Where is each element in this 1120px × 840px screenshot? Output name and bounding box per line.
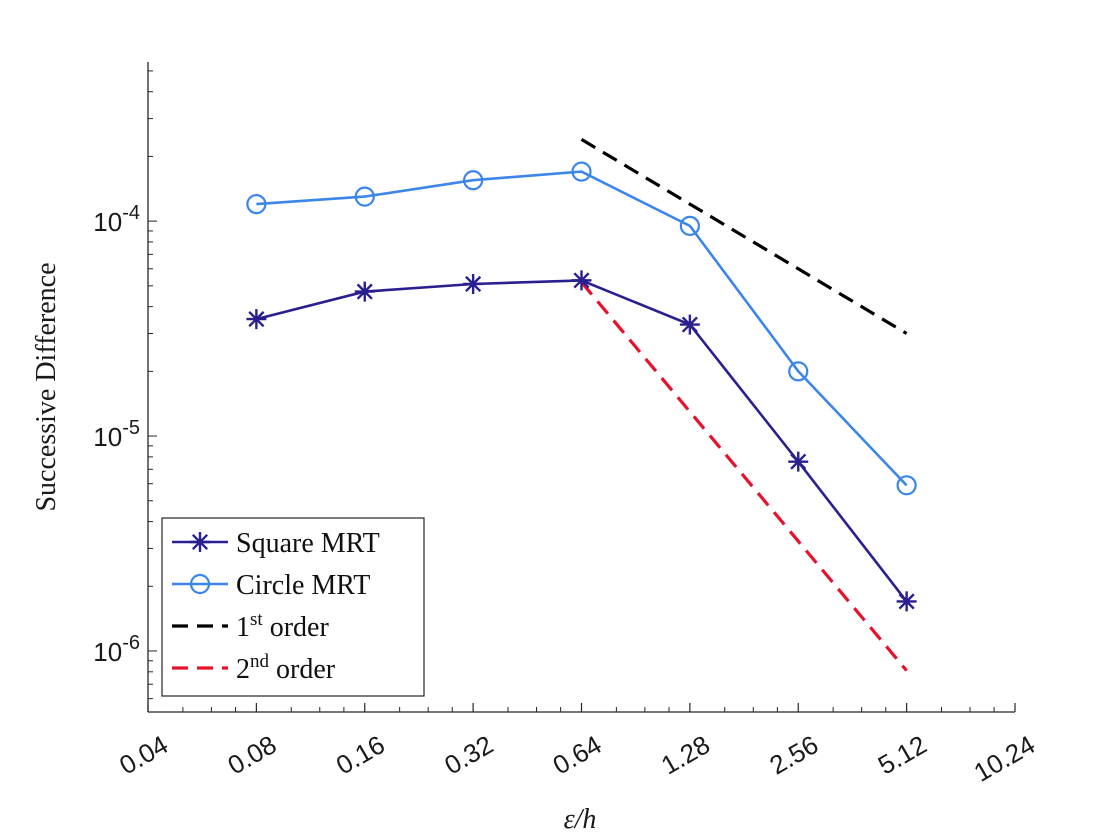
series-square-mrt bbox=[246, 270, 917, 612]
legend-item-1st-order: 1st order bbox=[172, 609, 329, 643]
legend-label: 1st order bbox=[236, 609, 329, 643]
y-tick-label: 10-6 bbox=[93, 632, 140, 667]
x-tick-label: 0.64 bbox=[548, 729, 607, 780]
data-point-circle-mrt bbox=[679, 215, 700, 237]
x-tick-label: 10.24 bbox=[969, 729, 1040, 788]
y-axis-label: Successive Difference bbox=[31, 262, 62, 511]
data-point-square-mrt bbox=[463, 273, 484, 294]
legend-item-circle-mrt: Circle MRT bbox=[172, 570, 370, 601]
legend-label: 2nd order bbox=[236, 651, 336, 685]
x-tick-label: 0.08 bbox=[223, 729, 282, 780]
x-tick-label: 0.16 bbox=[331, 729, 390, 780]
legend-label: Square MRT bbox=[236, 528, 380, 559]
x-tick-label: 2.56 bbox=[764, 729, 823, 780]
legend-marker bbox=[190, 532, 210, 552]
series-circle-mrt bbox=[246, 161, 917, 496]
data-point-square-mrt bbox=[571, 270, 592, 291]
plot-area bbox=[246, 138, 917, 672]
legend-item-square-mrt: Square MRT bbox=[172, 528, 380, 559]
data-point-circle-mrt bbox=[246, 194, 267, 215]
series-1st-order bbox=[580, 138, 908, 335]
data-point-square-mrt bbox=[896, 591, 917, 612]
data-point-circle-mrt bbox=[896, 475, 917, 496]
series-2nd-order bbox=[580, 281, 908, 672]
data-point-square-mrt bbox=[679, 314, 700, 335]
data-point-circle-mrt bbox=[788, 361, 809, 382]
axes bbox=[147, 62, 1016, 713]
y-tick-label: 10-5 bbox=[93, 417, 140, 452]
series-line-2nd-order bbox=[580, 281, 908, 672]
x-axis-label: ε/h bbox=[564, 804, 597, 835]
data-point-circle-mrt bbox=[463, 170, 484, 191]
series-line-circle-mrt bbox=[256, 170, 908, 487]
x-tick-label: 1.28 bbox=[656, 729, 715, 780]
data-point-square-mrt bbox=[354, 281, 375, 302]
x-tick-label: 0.04 bbox=[114, 729, 173, 780]
data-point-circle-mrt bbox=[354, 186, 375, 207]
series-line-1st-order bbox=[580, 138, 908, 335]
data-point-square-mrt bbox=[788, 451, 809, 472]
legend-item-2nd-order: 2nd order bbox=[172, 651, 336, 685]
legend: Square MRT Circle MRT 1st order 2nd order bbox=[161, 517, 425, 697]
x-tick-label: 0.32 bbox=[439, 729, 498, 780]
data-point-circle-mrt bbox=[571, 161, 592, 182]
legend-marker bbox=[189, 573, 211, 595]
legend-label: Circle MRT bbox=[236, 570, 370, 601]
data-point-square-mrt bbox=[246, 309, 267, 330]
tick-labels: 0.04 0.08 0.16 0.32 0.64 1.28 2.56 5.12 10.24 10-… bbox=[93, 202, 1040, 788]
y-tick-label: 10-4 bbox=[93, 202, 140, 237]
x-tick-label: 5.12 bbox=[873, 729, 932, 780]
